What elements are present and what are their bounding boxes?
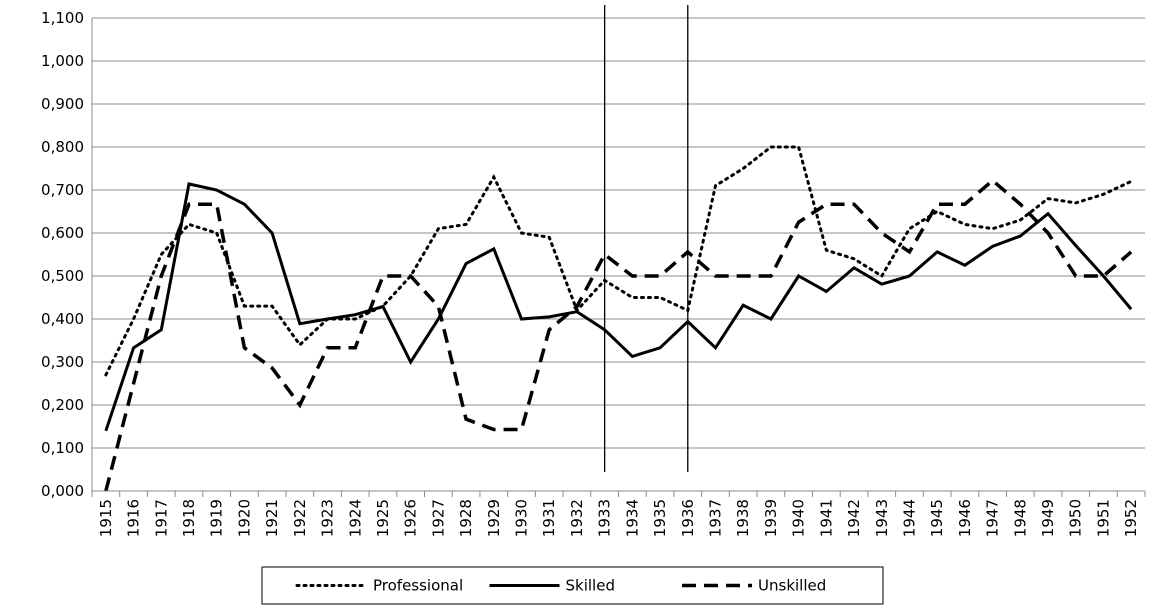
x-tick-label: 1919: [208, 499, 226, 537]
x-tick-label: 1947: [984, 499, 1002, 537]
x-tick-label: 1931: [540, 499, 558, 537]
x-tick-label: 1938: [734, 499, 752, 537]
x-tick-label: 1921: [263, 499, 281, 537]
x-tick-label: 1926: [402, 499, 420, 537]
legend-label: Professional: [373, 577, 463, 595]
legend-box: [261, 566, 884, 605]
x-tick-label: 1943: [873, 499, 891, 537]
x-tick-label: 1952: [1122, 499, 1140, 537]
x-tick-label: 1948: [1011, 499, 1029, 537]
x-tick-label: 1915: [97, 499, 115, 537]
x-tick-label: 1925: [374, 499, 392, 537]
y-tick-label: 0,100: [41, 439, 84, 457]
x-tick-label: 1936: [679, 499, 697, 537]
x-tick-label: 1930: [513, 499, 531, 537]
x-tick-label: 1941: [817, 499, 835, 537]
x-tick-label: 1917: [152, 499, 170, 537]
x-tick-label: 1940: [790, 499, 808, 537]
y-tick-label: 0,600: [41, 224, 84, 242]
y-tick-label: 0,200: [41, 396, 84, 414]
y-tick-label: 1,100: [41, 9, 84, 27]
series-line: [104, 182, 1133, 432]
y-tick-label: 0,800: [41, 138, 84, 156]
x-tick-label: 1946: [956, 499, 974, 537]
x-tick-label: 1942: [845, 499, 863, 537]
y-tick-label: 0,400: [41, 310, 84, 328]
legend-label: Unskilled: [758, 577, 826, 595]
x-tick-label: 1934: [623, 499, 641, 537]
x-tick-label: 1939: [762, 499, 780, 537]
x-tick-label: 1944: [900, 499, 918, 537]
x-tick-label: 1949: [1039, 499, 1057, 537]
x-tick-label: 1937: [706, 499, 724, 537]
x-tick-label: 1927: [429, 499, 447, 537]
x-tick-label: 1928: [457, 499, 475, 537]
x-tick-label: 1932: [568, 499, 586, 537]
series-line: [104, 178, 1133, 492]
x-tick-label: 1951: [1094, 499, 1112, 537]
x-tick-label: 1918: [180, 499, 198, 537]
x-tick-label: 1950: [1067, 499, 1085, 537]
legend-label: Skilled: [566, 577, 615, 595]
y-tick-label: 0,900: [41, 95, 84, 113]
y-tick-label: 1,000: [41, 52, 84, 70]
x-tick-label: 1929: [485, 499, 503, 537]
x-tick-label: 1916: [125, 499, 143, 537]
x-tick-label: 1933: [596, 499, 614, 537]
series-line: [104, 145, 1133, 377]
y-tick-label: 0,700: [41, 181, 84, 199]
y-tick-label: 0,300: [41, 353, 84, 371]
x-tick-label: 1945: [928, 499, 946, 537]
x-tick-label: 1935: [651, 499, 669, 537]
y-tick-label: 0,000: [41, 482, 84, 500]
y-tick-label: 0,500: [41, 267, 84, 285]
x-tick-label: 1924: [346, 499, 364, 537]
x-tick-label: 1920: [235, 499, 253, 537]
x-tick-label: 1922: [291, 499, 309, 537]
x-tick-label: 1923: [319, 499, 337, 537]
